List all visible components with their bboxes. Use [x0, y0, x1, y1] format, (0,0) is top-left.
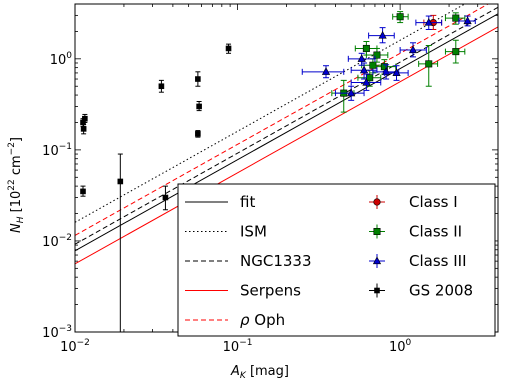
- x-tick-label: 100: [389, 338, 412, 355]
- point-class-ii-6: [396, 13, 404, 21]
- point-class-iii-7: [392, 68, 401, 77]
- legend-series-marker-3: [374, 287, 380, 294]
- y-axis-label: NH [1022 cm−2]: [7, 137, 26, 233]
- y-tick-label: 10−1: [42, 142, 72, 159]
- point-gs-2008-5: [158, 83, 165, 90]
- legend-series-label-0: Class I: [409, 193, 458, 211]
- legend-series-marker-0: [373, 198, 381, 206]
- legend-series-marker-1: [373, 228, 381, 236]
- point-gs-2008-4: [117, 178, 124, 185]
- legend-series-label-2: Class III: [409, 252, 467, 270]
- point-gs-2008-1: [80, 126, 87, 132]
- point-class-iii-3: [359, 65, 369, 74]
- x-tick-label: 10−2: [60, 338, 90, 355]
- point-class-ii-3: [373, 51, 381, 59]
- point-class-iii-8: [408, 45, 418, 54]
- line--oph: [75, 4, 490, 236]
- legend-label-4: ρ Oph: [240, 311, 285, 329]
- y-tick-label: 10−2: [42, 233, 72, 250]
- point-gs-2008-7: [195, 76, 201, 82]
- point-class-ii-9: [452, 48, 460, 56]
- legend-series-entries: Class I Class II Class III GS 2008: [369, 193, 473, 300]
- legend-line-entries: fit ISM NGC1333 Serpens ρ Oph: [185, 193, 312, 329]
- legend-label-2: NGC1333: [240, 252, 312, 270]
- legend-box: [177, 183, 496, 337]
- legend-series-label-1: Class II: [409, 223, 462, 241]
- point-class-iii-5: [378, 30, 387, 39]
- point-gs-2008-9: [195, 131, 201, 137]
- point-class-ii-7: [425, 60, 433, 68]
- point-class-iii-0: [321, 67, 331, 75]
- series-gs-2008: [80, 43, 232, 332]
- y-tick-label: 100: [50, 51, 73, 68]
- point-class-iii-10: [463, 16, 472, 25]
- x-tick-label: 10−1: [223, 338, 253, 355]
- legend-label-0: fit: [240, 193, 255, 211]
- point-class-ii-8: [452, 14, 460, 22]
- reference-lines: [75, 4, 498, 265]
- series-class-ii: [331, 11, 466, 113]
- point-class-iii-4: [362, 77, 371, 86]
- point-gs-2008-8: [196, 103, 202, 110]
- point-gs-2008-3: [80, 188, 86, 195]
- legend-label-1: ISM: [240, 223, 267, 241]
- x-axis-label: AK [mag]: [230, 364, 289, 381]
- point-class-iii-9: [424, 17, 433, 26]
- point-gs-2008-10: [225, 45, 232, 52]
- legend-series-label-3: GS 2008: [409, 282, 473, 300]
- legend-series-marker-2: [372, 256, 382, 265]
- data-points: [80, 11, 476, 332]
- series-class-iii: [301, 15, 476, 101]
- line-fit: [75, 13, 498, 252]
- point-class-iii-2: [357, 54, 366, 62]
- point-gs-2008-2: [82, 115, 88, 122]
- point-gs-2008-6: [162, 194, 169, 201]
- line-ngc1333: [75, 6, 498, 245]
- point-class-iii-1: [347, 88, 356, 97]
- legend-label-3: Serpens: [240, 282, 301, 300]
- point-class-ii-1: [362, 44, 370, 52]
- y-tick-label: 10−3: [42, 324, 72, 341]
- point-class-ii-4: [380, 63, 388, 71]
